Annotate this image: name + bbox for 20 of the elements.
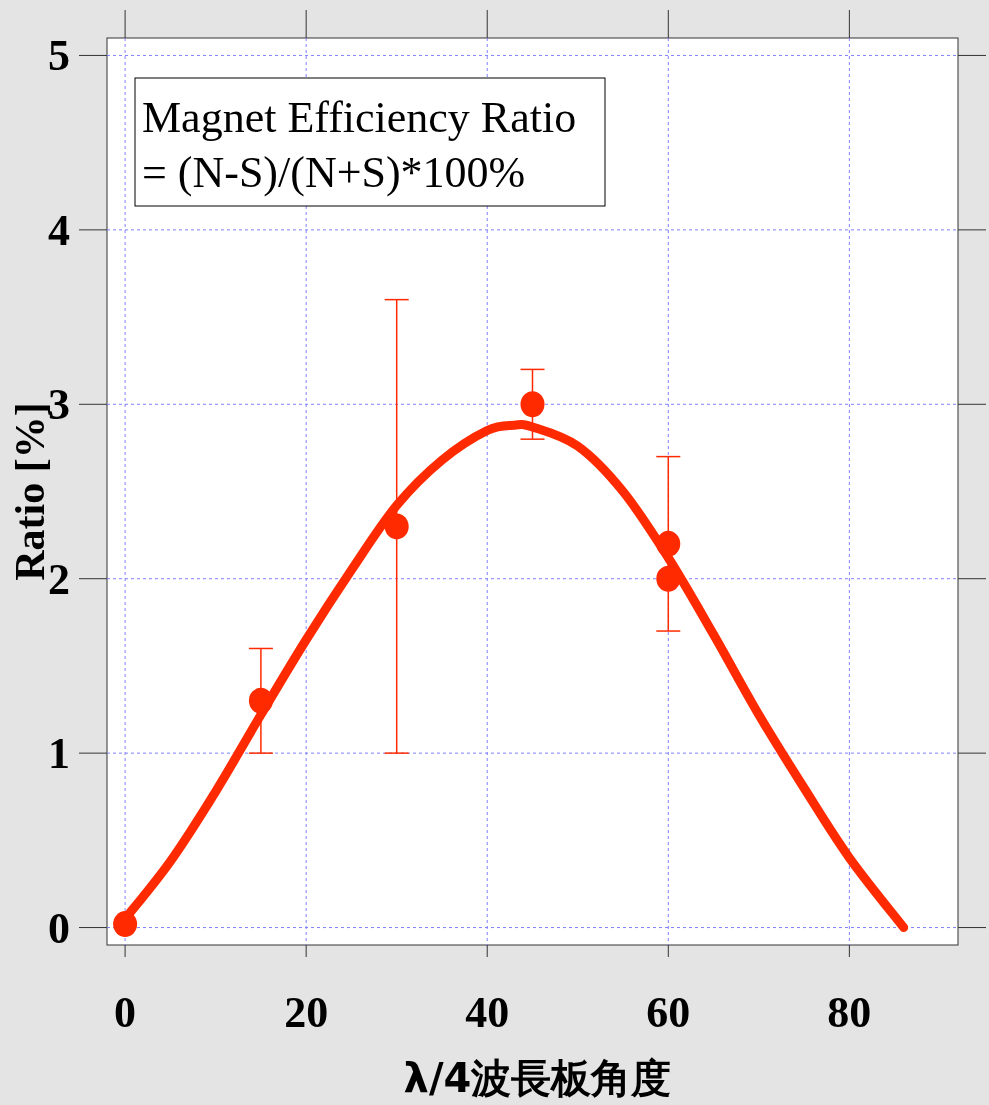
x-axis-title: λ/4波長板角度 xyxy=(403,1055,672,1101)
y-tick-label: 1 xyxy=(48,729,70,779)
annotation: = (N-S)/(N+S)*100% xyxy=(142,148,526,197)
y-tick-label: 5 xyxy=(48,31,70,81)
y-tick-label: 2 xyxy=(48,554,70,604)
point xyxy=(248,687,273,714)
annotation-box: Magnet Efficiency Ratio = (N-S)/(N+S)*100% xyxy=(134,77,606,207)
x-tick-label: 20 xyxy=(284,988,329,1037)
point xyxy=(656,530,681,557)
x-tick-label: 0 xyxy=(114,988,137,1037)
point xyxy=(113,911,138,938)
point xyxy=(520,391,545,418)
annotation: Magnet Efficiency Ratio xyxy=(142,93,577,142)
point xyxy=(656,565,681,592)
x-tick-label: 40 xyxy=(465,988,510,1037)
x-tick-label: 80 xyxy=(827,988,872,1037)
point xyxy=(384,513,409,540)
y-tick-label: 0 xyxy=(48,903,70,953)
y-tick-label: 4 xyxy=(48,205,70,255)
x-tick-label: 60 xyxy=(646,988,691,1037)
